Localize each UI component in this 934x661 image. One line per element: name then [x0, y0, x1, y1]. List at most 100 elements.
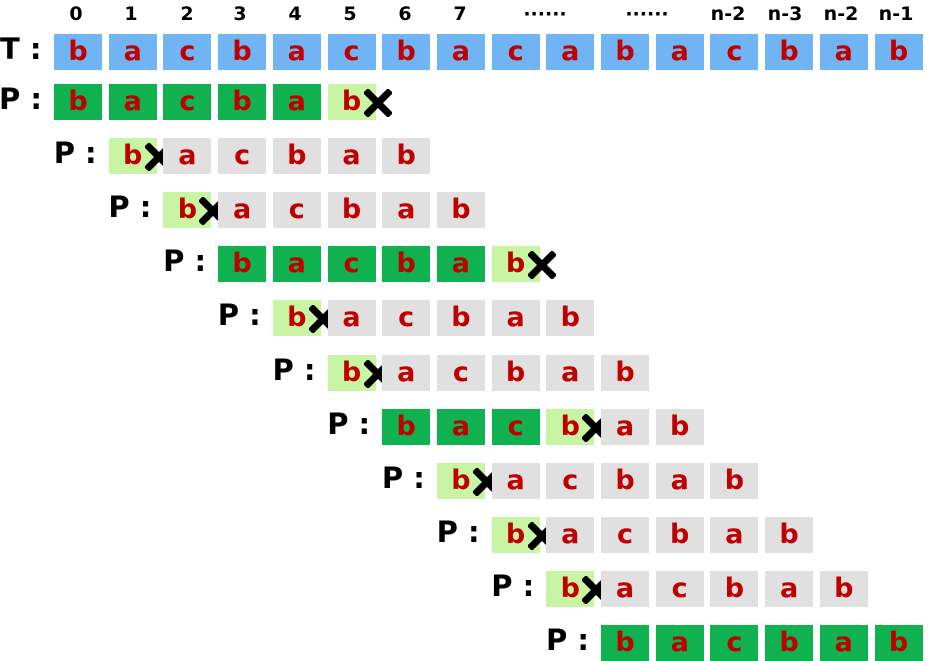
pattern-cell-mismatch: b	[436, 462, 485, 499]
index-label: n-1	[878, 3, 914, 25]
pattern-cell-match: b	[54, 84, 102, 120]
pattern-row-label: P :	[546, 623, 589, 657]
pattern-cell-match: c	[327, 246, 376, 283]
index-label: 7	[453, 3, 467, 25]
pattern-cell-unchecked: b	[710, 462, 759, 499]
pattern-cell-unchecked: a	[655, 462, 704, 499]
pattern-cell-unchecked: a	[601, 570, 649, 607]
pattern-cell-mismatch: b	[272, 300, 321, 337]
pattern-cell-unchecked: c	[218, 138, 267, 175]
pattern-row-label: P :	[0, 82, 42, 116]
index-label: n-2	[823, 3, 859, 25]
pattern-cell-unchecked: a	[601, 408, 649, 445]
pattern-cell-mismatch: b	[108, 138, 157, 175]
pattern-cell-match: b	[218, 246, 267, 283]
pattern-cell-unchecked: c	[272, 192, 321, 229]
text-cell: a	[108, 34, 157, 70]
text-cell: a	[655, 34, 704, 70]
pattern-cell-mismatch: b	[491, 516, 540, 553]
index-label: n-3	[767, 3, 803, 25]
index-label: 1	[124, 3, 138, 25]
pattern-cell-unchecked: c	[436, 354, 485, 391]
index-label: 6	[398, 3, 412, 25]
pattern-cell-unchecked: b	[765, 516, 814, 553]
pattern-row-label: P :	[163, 244, 207, 279]
text-cell: b	[218, 34, 267, 70]
index-label: ······	[625, 3, 669, 25]
pattern-cell-match: c	[491, 408, 540, 445]
index-label: 2	[180, 3, 194, 25]
pattern-cell-unchecked: b	[272, 138, 321, 175]
pattern-cell-unchecked: b	[655, 516, 704, 553]
pattern-cell-unchecked: b	[436, 300, 485, 337]
pattern-cell-unchecked: a	[327, 300, 376, 337]
pattern-cell-unchecked: b	[491, 354, 540, 391]
pattern-cell-mismatch: b	[491, 246, 540, 283]
pattern-cell-match: c	[163, 84, 212, 120]
pattern-cell-unchecked: a	[382, 192, 431, 229]
text-cell: a	[546, 34, 595, 70]
pattern-cell-unchecked: b	[710, 570, 759, 607]
pattern-cell-match: b	[382, 246, 431, 283]
pattern-cell-unchecked: b	[327, 192, 376, 229]
index-label: n-2	[710, 3, 746, 25]
pattern-cell-mismatch: b	[327, 84, 376, 120]
pattern-cell-mismatch: b	[546, 408, 595, 445]
text-cell: c	[163, 34, 212, 70]
pattern-cell-match: a	[436, 246, 485, 283]
text-cell: c	[491, 34, 540, 70]
pattern-cell-unchecked: a	[491, 300, 540, 337]
pattern-cell-unchecked: b	[819, 570, 868, 607]
pattern-cell-mismatch: b	[327, 354, 376, 391]
pattern-cell-unchecked: c	[382, 300, 431, 337]
text-cell: c	[327, 34, 376, 70]
pattern-cell-unchecked: a	[546, 516, 595, 553]
pattern-cell-unchecked: b	[382, 138, 431, 175]
pattern-cell-match: a	[436, 408, 485, 445]
text-cell: a	[819, 34, 868, 70]
text-cell: b	[54, 34, 102, 70]
text-cell: b	[382, 34, 431, 70]
pattern-cell-unchecked: c	[546, 462, 595, 499]
pattern-cell-match: a	[108, 84, 157, 120]
text-cell: a	[436, 34, 485, 70]
pattern-cell-unchecked: a	[765, 570, 814, 607]
text-row-label: T :	[0, 32, 42, 66]
pattern-cell-unchecked: a	[710, 516, 759, 553]
pattern-row-label: P :	[327, 406, 371, 441]
pattern-cell-mismatch: b	[163, 192, 212, 229]
pattern-row-label: P :	[272, 352, 316, 387]
pattern-cell-match: b	[382, 408, 431, 445]
pattern-cell-unchecked: a	[546, 354, 595, 391]
text-cell: a	[272, 34, 321, 70]
index-label: 5	[343, 3, 357, 25]
pattern-cell-unchecked: b	[436, 192, 485, 229]
pattern-cell-unchecked: b	[601, 462, 649, 499]
index-label: 4	[288, 3, 302, 25]
text-cell: b	[601, 34, 649, 70]
pattern-cell-match: b	[601, 625, 649, 661]
index-label: 3	[233, 3, 247, 25]
pattern-cell-unchecked: c	[655, 570, 704, 607]
pattern-cell-mismatch: b	[546, 570, 595, 607]
pattern-cell-match: c	[710, 625, 759, 661]
pattern-cell-unchecked: a	[382, 354, 431, 391]
pattern-cell-unchecked: a	[218, 192, 267, 229]
pattern-cell-match: b	[874, 625, 923, 661]
pattern-row-label: P :	[381, 460, 425, 495]
pattern-row-label: P :	[108, 190, 152, 225]
pattern-cell-unchecked: b	[601, 354, 649, 391]
text-cell: c	[710, 34, 759, 70]
text-cell: b	[765, 34, 814, 70]
pattern-row-label: P :	[436, 514, 480, 549]
pattern-cell-unchecked: a	[163, 138, 212, 175]
pattern-row-label: P :	[53, 136, 97, 171]
text-cell: b	[874, 34, 923, 70]
pattern-cell-match: b	[218, 84, 267, 120]
index-label: ······	[523, 3, 567, 25]
pattern-cell-match: b	[765, 625, 814, 661]
pattern-cell-match: a	[272, 246, 321, 283]
pattern-cell-unchecked: a	[327, 138, 376, 175]
pattern-cell-match: a	[819, 625, 868, 661]
